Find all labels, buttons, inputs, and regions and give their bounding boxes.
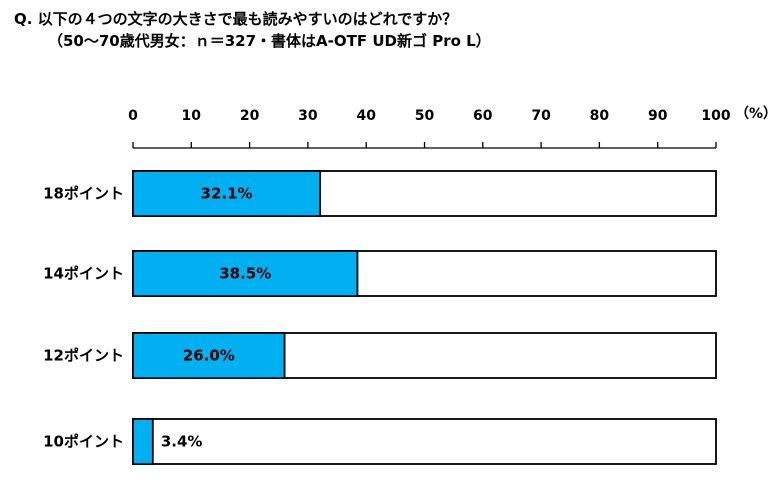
chart-title: Q. 以下の４つの文字の大きさで最も読みやすいのはどれですか？ （50〜70歳代… xyxy=(14,8,491,52)
x-unit-label: （%） xyxy=(735,106,771,122)
question-text: Q. 以下の４つの文字の大きさで最も読みやすいのはどれですか？ xyxy=(14,10,458,28)
x-tick-label: 30 xyxy=(298,108,318,124)
data-label: 3.4% xyxy=(161,433,203,451)
x-tick-label: 20 xyxy=(240,108,260,124)
question-subtitle: （50〜70歳代男女：ｎ＝327・書体はA-OTF UD新ゴ Pro L） xyxy=(48,32,491,50)
category-label: 12ポイント xyxy=(43,347,124,365)
x-tick-label: 70 xyxy=(531,108,551,124)
bar xyxy=(132,418,154,465)
data-label: 32.1% xyxy=(201,185,253,203)
bar xyxy=(132,250,359,297)
category-label: 18ポイント xyxy=(43,185,124,203)
x-tick-label: 80 xyxy=(590,108,610,124)
x-tick-label: 100 xyxy=(701,108,730,124)
bar-remainder xyxy=(132,418,717,465)
x-tick-label: 60 xyxy=(473,108,493,124)
category-label: 14ポイント xyxy=(43,265,124,283)
x-tick-label: 40 xyxy=(356,108,376,124)
x-tick-label: 90 xyxy=(648,108,668,124)
x-tick-label: 0 xyxy=(128,108,138,124)
x-tick-label: 50 xyxy=(415,108,435,124)
data-label: 38.5% xyxy=(219,265,271,283)
bar xyxy=(132,170,322,217)
category-label: 10ポイント xyxy=(43,433,124,451)
bar xyxy=(132,332,286,379)
data-label: 26.0% xyxy=(183,347,235,365)
x-tick-label: 10 xyxy=(182,108,202,124)
